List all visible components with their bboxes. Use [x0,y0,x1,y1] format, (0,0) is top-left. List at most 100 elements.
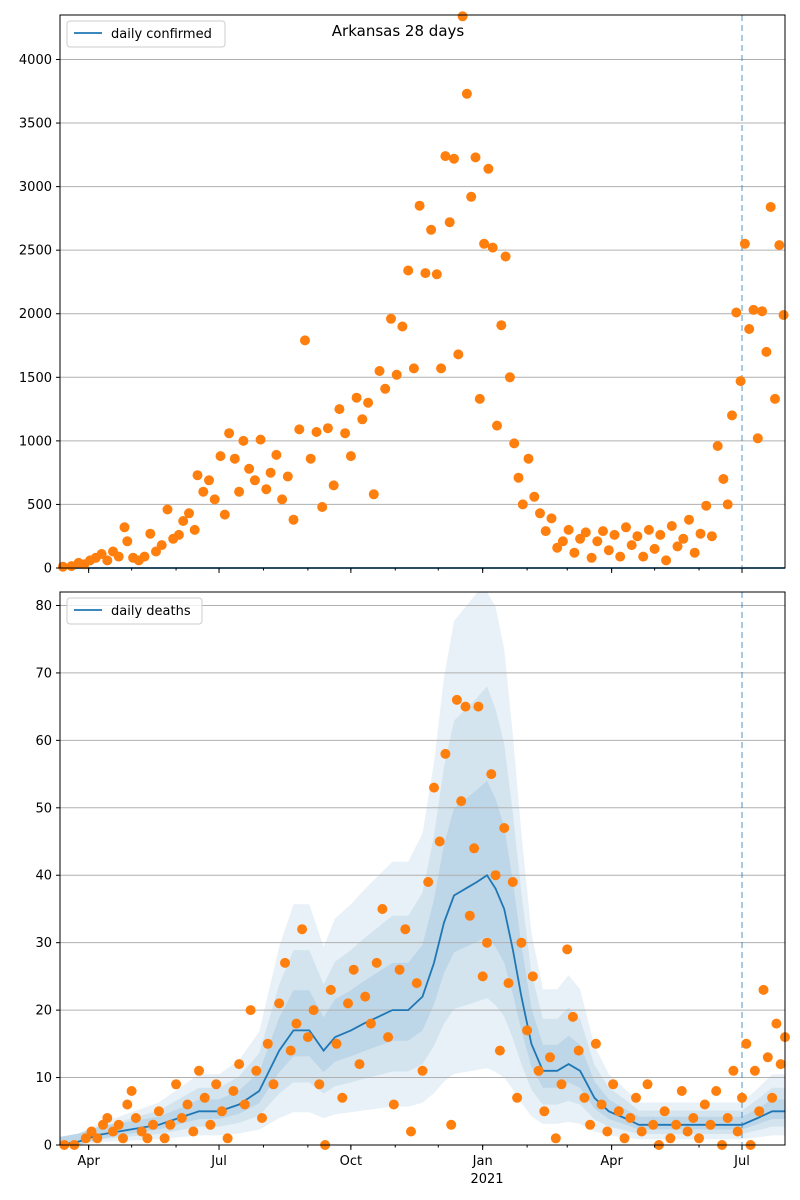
confirmed-observed-point [661,555,672,566]
deaths-observed-point [108,1126,118,1137]
deaths-observed-point [148,1119,159,1130]
deaths-observed-point [440,748,451,759]
confirmed-observed-point [609,529,620,540]
confirmed-observed-point [523,453,534,464]
confirmed-observed-point [626,540,637,551]
deaths-observed-point [486,769,497,780]
deaths-observed-point [625,1113,636,1123]
confirmed-observed-point [408,363,419,374]
deaths-band-1 [60,592,785,1145]
deaths-observed-point [297,924,308,935]
confirmed-observed-point [351,392,362,403]
deaths-observed-point [118,1133,128,1144]
confirmed-observed-point [739,238,750,249]
deaths-observed-point [86,1126,97,1137]
deaths-y-tick-label: 0 [44,1139,52,1154]
confirmed-observed-point [638,551,649,562]
deaths-observed-point [302,1032,313,1043]
deaths-x-tick-label: Jul [733,1154,750,1169]
confirmed-observed-point [374,366,385,376]
deaths-observed-point [711,1086,722,1096]
confirmed-observed-point [420,268,431,279]
confirmed-observed-point [621,522,631,533]
confirmed-observed-point [305,453,316,464]
confirmed-observed-point [474,393,485,404]
deaths-observed-point [737,1092,747,1103]
deaths-observed-point [490,870,501,881]
confirmed-observed-point [672,541,683,552]
confirmed-observed-point [770,393,780,404]
confirmed-observed-point [363,397,374,408]
deaths-observed-point [102,1113,113,1123]
deaths-observed-point [130,1113,141,1123]
deaths-panel: 0 10 20 30 40 50 60 70 80 Apr Jul Oct Jan Apr Jul dai… [35,591,790,1187]
deaths-observed-point [533,1065,544,1076]
chart-title: Arkansas 28 days [332,22,465,40]
deaths-observed-point [473,701,484,712]
deaths-x-tick-label: Apr [77,1154,100,1169]
deaths-observed-point [507,877,518,887]
deaths-observed-point [423,877,434,887]
confirmed-observed-point [466,191,477,202]
deaths-observed-point [728,1065,739,1076]
deaths-observed-point [456,796,467,807]
deaths-observed-point [429,782,439,793]
confirmed-observed-point [255,434,266,445]
confirmed-observed-point [265,467,276,478]
confirmed-observed-point [198,486,209,497]
deaths-observed-point [165,1119,176,1130]
confirmed-observed-point [592,536,603,547]
confirmed-observed-point [391,369,402,380]
confirmed-observed-point [701,500,712,511]
confirmed-legend: daily confirmed [66,20,226,48]
confirmed-observed-point [513,472,524,483]
deaths-observed-point [579,1092,590,1103]
confirmed-observed-point [357,414,368,425]
confirmed-observed-point [706,531,717,542]
confirmed-observed-point [615,551,626,562]
deaths-observed-point [234,1059,245,1070]
confirmed-observed-point [731,307,742,318]
deaths-observed-point [176,1113,187,1123]
deaths-observed-point [388,1099,399,1110]
deaths-observed-point [590,1038,601,1049]
confirmed-legend-box [66,20,226,48]
confirmed-observed-point [470,152,481,163]
confirmed-observed-point [535,508,545,519]
confirmed-y-tick-label: 2500 [19,244,52,259]
confirmed-observed-point [761,346,772,357]
deaths-observed-point [383,1032,394,1043]
confirmed-observed-point [509,438,520,449]
confirmed-observed-point [340,428,351,439]
confirmed-observed-point [712,441,723,451]
deaths-observed-point [194,1065,204,1076]
confirmed-observed-point [457,11,468,22]
confirmed-observed-point [403,265,414,276]
confirmed-observed-point [774,240,785,251]
deaths-observed-point [688,1113,699,1123]
deaths-observed-point [205,1119,216,1130]
confirmed-observed-point [695,528,706,539]
confirmed-observed-point [778,310,789,320]
deaths-x-ticks: Apr Jul Oct Jan Apr Jul [77,1145,750,1169]
deaths-observed-point [722,1113,733,1123]
confirmed-y-tick-label: 3500 [19,117,52,132]
confirmed-observed-point [414,200,425,211]
confirmed-observed-point [300,335,310,346]
confirmed-observed-point [727,410,737,421]
confirmed-observed-point [540,526,551,537]
deaths-observed-point [464,910,475,921]
deaths-uncertainty-bands [60,592,785,1145]
confirmed-observed-point [517,499,528,510]
confirmed-observed-point [580,527,591,538]
deaths-band-2 [60,686,785,1145]
confirmed-observed-point [219,509,230,520]
deaths-observed-point [325,984,336,995]
deaths-observed-point [602,1126,613,1137]
confirmed-observed-point [271,449,282,460]
deaths-observed-point [499,823,510,833]
deaths-observed-point [136,1126,147,1137]
confirmed-observed-point [426,224,437,235]
deaths-observed-point [494,1045,505,1056]
confirmed-observed-point [449,153,459,164]
